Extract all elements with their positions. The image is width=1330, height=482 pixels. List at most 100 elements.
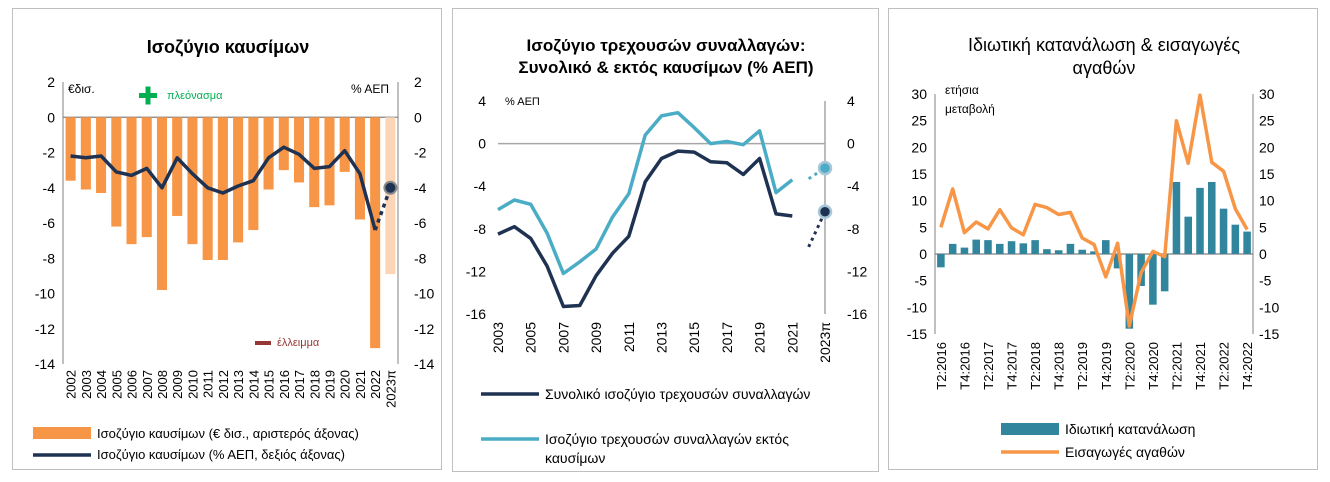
- left-tick-label: -15: [907, 326, 927, 342]
- right-tick-label: -4: [847, 178, 860, 194]
- bar-2022: [370, 117, 381, 349]
- x-tick-label: 2023π: [817, 322, 833, 363]
- right-tick-label: -6: [414, 215, 427, 231]
- bar-2014: [248, 117, 259, 231]
- right-tick-label: -8: [414, 250, 427, 266]
- x-tick-label: 2021: [353, 370, 368, 399]
- left-axis-unit-line-1: ετήσια: [945, 83, 979, 97]
- left-tick-label: 30: [911, 86, 927, 102]
- bar-Τ2:2018: [1031, 240, 1039, 254]
- left-axis-unit: % ΑΕΠ: [505, 96, 540, 108]
- chart-panel-fuel-balance: Ισοζύγιο καυσίμων €δισ. % ΑΕΠ πλεόνασμα …: [12, 8, 442, 470]
- left-tick-label: -14: [35, 356, 55, 372]
- deficit-marker: [255, 341, 271, 345]
- surplus-marker-vertical: [145, 86, 151, 105]
- bar-2007: [141, 117, 152, 238]
- x-tick-label: 2003: [490, 322, 506, 353]
- bar-Τ3:2021: [1184, 216, 1192, 254]
- left-tick-label: 10: [911, 193, 927, 209]
- x-tick-label: 2019: [752, 322, 768, 353]
- bar-Τ2:2020: [1125, 254, 1134, 329]
- surplus-annotation: πλεόνασμα: [167, 90, 223, 102]
- bar-2006: [126, 117, 137, 245]
- line-goods-imports: [939, 93, 1249, 328]
- legend-label-exfuel-line-2: καυσίμων: [545, 450, 605, 466]
- bar-2019: [324, 117, 335, 206]
- x-tick-label: Τ4:2018: [1052, 342, 1067, 390]
- bar-Τ2:2016: [937, 254, 945, 268]
- right-tick-label: -15: [1259, 326, 1279, 342]
- bar-Τ3:2022: [1231, 224, 1240, 254]
- left-tick-label: 4: [478, 93, 486, 109]
- x-tick-label: Τ4:2016: [957, 342, 972, 390]
- left-tick-label: -16: [466, 306, 486, 322]
- left-tick-label: -12: [466, 263, 486, 279]
- x-tick-label: 2022: [368, 370, 383, 399]
- x-tick-label: 2009: [588, 322, 604, 353]
- left-tick-label: -5: [915, 273, 928, 289]
- bar-Τ4:2017: [1007, 241, 1016, 254]
- bar-Τ2:2017: [984, 240, 992, 254]
- left-tick-label: -8: [474, 221, 487, 237]
- left-tick-label: -6: [43, 215, 56, 231]
- chart-title-line-2: αγαθών: [1073, 58, 1136, 78]
- line-ex-fuel-current-account-forecast-marker: [817, 160, 833, 176]
- right-tick-label: -4: [414, 180, 427, 196]
- x-tick-label: 2016: [277, 370, 292, 399]
- x-tick-label: 2013: [654, 322, 670, 353]
- right-tick-label: -12: [414, 321, 434, 337]
- x-tick-label: Τ2:2017: [981, 342, 996, 390]
- right-tick-label: 25: [1259, 113, 1275, 129]
- bar-Τ1:2017: [972, 239, 980, 254]
- left-tick-label: -4: [43, 180, 56, 196]
- bar-2013: [233, 117, 244, 243]
- bar-Τ1:2018: [1019, 243, 1028, 254]
- right-tick-label: -12: [847, 263, 867, 279]
- bar-Τ4:2016: [960, 247, 969, 254]
- left-tick-label: 5: [919, 219, 927, 235]
- bar-2009: [172, 117, 183, 216]
- x-tick-label: 2014: [246, 370, 261, 399]
- left-tick-label: 2: [47, 74, 55, 90]
- left-tick-label: 20: [911, 139, 927, 155]
- bar-Τ1:2022: [1208, 182, 1216, 254]
- bar-2010: [187, 117, 198, 245]
- right-tick-label: -14: [414, 356, 434, 372]
- left-tick-label: 0: [919, 246, 927, 262]
- legend-label-consumption: Ιδιωτική κατανάλωση: [1065, 421, 1195, 437]
- right-tick-label: -16: [847, 306, 867, 322]
- left-tick-label: -12: [35, 321, 55, 337]
- fuel-balance-svg: Ισοζύγιο καυσίμων €δισ. % ΑΕΠ πλεόνασμα …: [33, 37, 435, 462]
- x-tick-label: Τ2:2018: [1028, 342, 1043, 390]
- right-tick-label: -2: [414, 145, 427, 161]
- x-tick-label: Τ4:2021: [1193, 342, 1208, 390]
- left-tick-label: 25: [911, 113, 927, 129]
- x-tick-label: 2009: [170, 370, 185, 399]
- right-axis-unit: % ΑΕΠ: [351, 82, 389, 96]
- x-tick-label: 2005: [109, 370, 124, 399]
- consumption-imports-svg: Ιδιωτική κατανάλωση & εισαγωγές αγαθών ε…: [907, 35, 1280, 460]
- left-axis-unit-line-2: μεταβολή: [945, 102, 995, 116]
- fuel-balance-plot: 2 2 0 0 -2 -2 -4 -4 -6 -6 -8 -8 -10 -10 -12 -12 -14 -14 20…: [35, 74, 435, 408]
- x-tick-label: Τ4:2017: [1005, 342, 1020, 390]
- consumption-imports-plot: 30 30 25 25 20 20 15 15 10 10 5 5 0 0 -5 -5 -10 -10 -15 -15…: [907, 86, 1280, 390]
- line-total-current-account: [497, 149, 793, 309]
- x-tick-label: 2019: [322, 370, 337, 399]
- x-tick-label: 2020: [338, 370, 353, 399]
- x-tick-label: 2007: [140, 370, 155, 399]
- bar-2020: [339, 117, 350, 172]
- right-tick-label: -8: [847, 221, 860, 237]
- x-tick-label: 2017: [719, 322, 735, 353]
- right-tick-label: 5: [1259, 219, 1267, 235]
- bar-2002: [65, 117, 76, 181]
- bar-2018: [309, 117, 320, 208]
- x-tick-label: 2007: [555, 322, 571, 353]
- left-tick-label: 0: [47, 109, 55, 125]
- bar-Τ3:2017: [996, 243, 1004, 254]
- x-tick-label: 2015: [262, 370, 277, 399]
- x-tick-label: Τ4:2020: [1146, 342, 1161, 390]
- right-tick-label: 30: [1259, 86, 1275, 102]
- right-tick-label: 0: [1259, 246, 1267, 262]
- bar-Τ3:2018: [1043, 249, 1051, 254]
- x-tick-label: 2002: [64, 370, 79, 399]
